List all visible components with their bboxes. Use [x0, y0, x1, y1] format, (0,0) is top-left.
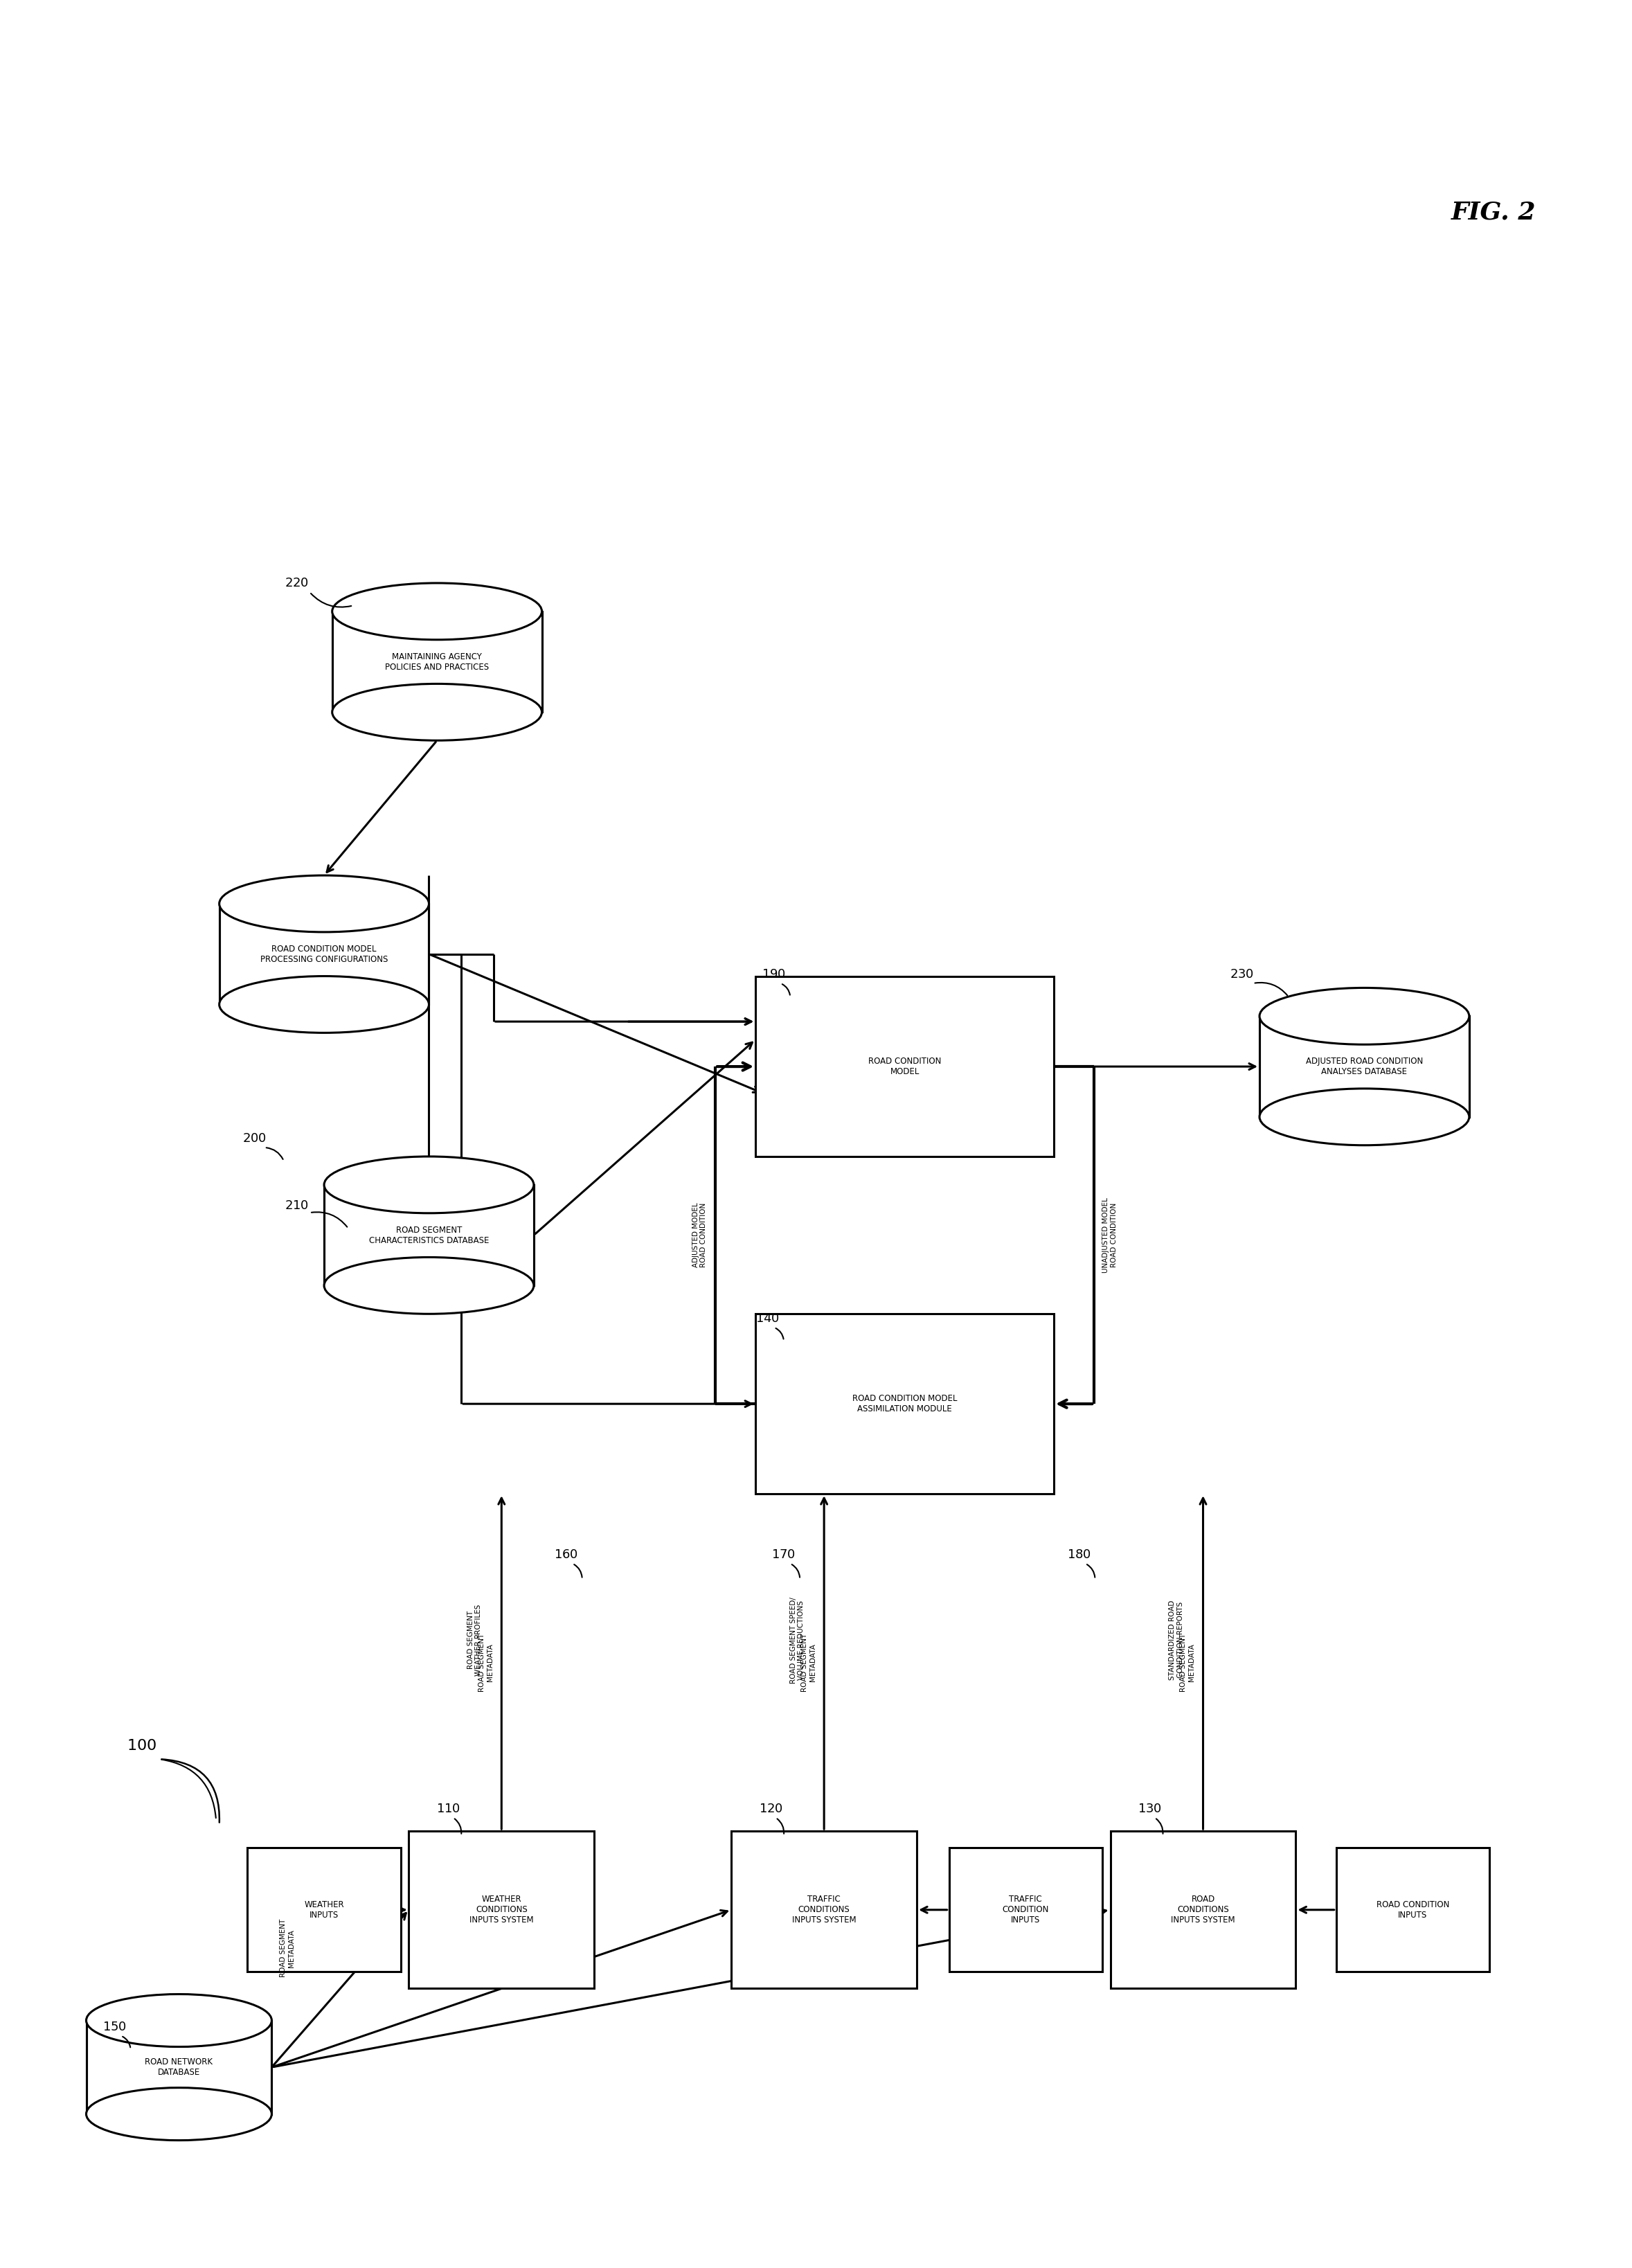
Text: $\mathit{150}$: $\mathit{150}$	[103, 2021, 127, 2032]
Bar	[1337, 1848, 1490, 1971]
Text: WEATHER
INPUTS: WEATHER INPUTS	[304, 1901, 344, 1919]
Bar	[325, 1184, 534, 1286]
Text: WEATHER
CONDITIONS
INPUTS SYSTEM: WEATHER CONDITIONS INPUTS SYSTEM	[470, 1896, 534, 1926]
Text: TRAFFIC
CONDITION
INPUTS: TRAFFIC CONDITION INPUTS	[1002, 1896, 1049, 1926]
Ellipse shape	[86, 2089, 271, 2141]
FancyArrowPatch shape	[162, 1760, 219, 1823]
Text: ROAD CONDITION MODEL
ASSIMILATION MODULE: ROAD CONDITION MODEL ASSIMILATION MODULE	[852, 1395, 956, 1413]
Text: ROAD SEGMENT
METADATA: ROAD SEGMENT METADATA	[478, 1633, 493, 1692]
Bar	[1110, 1830, 1296, 1989]
Text: ROAD SEGMENT
METADATA: ROAD SEGMENT METADATA	[1180, 1633, 1195, 1692]
Ellipse shape	[1260, 1089, 1469, 1145]
Bar	[1260, 1016, 1469, 1116]
Text: $\mathit{130}$: $\mathit{130}$	[1138, 1803, 1162, 1814]
Text: $\mathit{140}$: $\mathit{140}$	[756, 1313, 780, 1325]
Text: $\mathit{200}$: $\mathit{200}$	[243, 1132, 268, 1145]
Text: $\mathit{180}$: $\mathit{180}$	[1067, 1549, 1090, 1560]
Text: ROAD
CONDITIONS
INPUTS SYSTEM: ROAD CONDITIONS INPUTS SYSTEM	[1172, 1896, 1235, 1926]
Text: ROAD NETWORK
DATABASE: ROAD NETWORK DATABASE	[145, 2057, 212, 2077]
Bar	[756, 1313, 1054, 1495]
Text: ROAD CONDITION MODEL
PROCESSING CONFIGURATIONS: ROAD CONDITION MODEL PROCESSING CONFIGUR…	[259, 943, 388, 964]
Text: $\mathit{170}$: $\mathit{170}$	[772, 1549, 796, 1560]
Text: ROAD SEGMENT SPEED/
VOLUME REDUCTIONS: ROAD SEGMENT SPEED/ VOLUME REDUCTIONS	[790, 1597, 805, 1683]
Text: ROAD SEGMENT
WEATHER PROFILES: ROAD SEGMENT WEATHER PROFILES	[467, 1603, 481, 1676]
Text: ROAD CONDITION
MODEL: ROAD CONDITION MODEL	[868, 1057, 942, 1077]
Ellipse shape	[333, 683, 542, 739]
Text: FIG. 2: FIG. 2	[1451, 200, 1536, 225]
Bar	[408, 1830, 594, 1989]
Text: $\mathit{110}$: $\mathit{110}$	[436, 1803, 460, 1814]
Ellipse shape	[219, 875, 429, 932]
Text: ROAD CONDITION
INPUTS: ROAD CONDITION INPUTS	[1376, 1901, 1449, 1919]
Ellipse shape	[325, 1256, 534, 1313]
Text: ROAD SEGMENT
CHARACTERISTICS DATABASE: ROAD SEGMENT CHARACTERISTICS DATABASE	[369, 1225, 490, 1245]
Text: TRAFFIC
CONDITIONS
INPUTS SYSTEM: TRAFFIC CONDITIONS INPUTS SYSTEM	[792, 1896, 857, 1926]
Ellipse shape	[219, 975, 429, 1032]
Text: ADJUSTED ROAD CONDITION
ANALYSES DATABASE: ADJUSTED ROAD CONDITION ANALYSES DATABAS…	[1306, 1057, 1423, 1077]
Ellipse shape	[1260, 989, 1469, 1046]
Text: $\mathit{120}$: $\mathit{120}$	[759, 1803, 783, 1814]
Text: ROAD SEGMENT
METADATA: ROAD SEGMENT METADATA	[801, 1633, 816, 1692]
Ellipse shape	[86, 1994, 271, 2046]
Bar	[86, 2021, 271, 2114]
Ellipse shape	[333, 583, 542, 640]
Text: $\mathit{210}$: $\mathit{210}$	[284, 1200, 308, 1211]
Text: ADJUSTED MODEL
ROAD CONDITION: ADJUSTED MODEL ROAD CONDITION	[692, 1202, 707, 1268]
Bar	[248, 1848, 401, 1971]
Text: $\mathit{100}$: $\mathit{100}$	[127, 1740, 157, 1753]
Text: MAINTAINING AGENCY
POLICIES AND PRACTICES: MAINTAINING AGENCY POLICIES AND PRACTICE…	[385, 653, 490, 671]
Bar	[219, 903, 429, 1005]
Text: $\mathit{230}$: $\mathit{230}$	[1229, 968, 1253, 980]
Bar	[756, 978, 1054, 1157]
Text: $\mathit{160}$: $\mathit{160}$	[553, 1549, 578, 1560]
Ellipse shape	[325, 1157, 534, 1213]
Text: $\mathit{220}$: $\mathit{220}$	[284, 576, 308, 590]
Text: ROAD SEGMENT
METADATA: ROAD SEGMENT METADATA	[279, 1919, 295, 1978]
Bar	[950, 1848, 1102, 1971]
Bar	[333, 612, 542, 712]
Text: UNADJUSTED MODEL
ROAD CONDITION: UNADJUSTED MODEL ROAD CONDITION	[1102, 1198, 1118, 1272]
Text: STANDARDIZED ROAD
CONDITION REPORTS: STANDARDIZED ROAD CONDITION REPORTS	[1169, 1599, 1183, 1681]
Bar	[731, 1830, 917, 1989]
Text: $\mathit{190}$: $\mathit{190}$	[762, 968, 787, 980]
